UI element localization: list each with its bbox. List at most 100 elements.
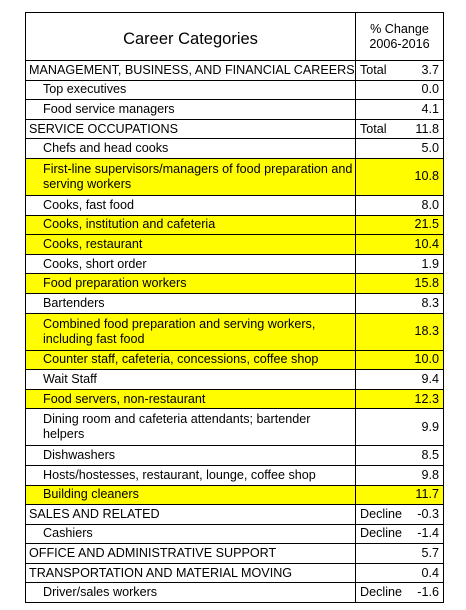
- change-cell: 4.1: [355, 99, 444, 120]
- occupation-row: Top executives 0.0: [25, 79, 444, 101]
- occupation-label: Chefs and head cooks: [25, 138, 356, 159]
- change-cell: 12.3: [355, 388, 444, 410]
- change-value: 0.4: [421, 565, 439, 580]
- occupation-row: Driver/sales workers Decline -1.6: [25, 582, 444, 604]
- change-prefix: Decline: [360, 506, 402, 521]
- change-value: -0.3: [417, 506, 439, 521]
- occupation-label: Combined food preparation and serving wo…: [25, 312, 356, 351]
- change-value: 5.7: [421, 546, 439, 561]
- occupation-row: Cooks, restaurant 10.4: [25, 234, 444, 255]
- category-label: OFFICE AND ADMINISTRATIVE SUPPORT: [25, 543, 356, 564]
- change-cell: 8.5: [355, 445, 444, 466]
- change-value: 18.3: [414, 324, 439, 339]
- occupation-row: Combined food preparation and serving wo…: [25, 312, 444, 351]
- change-prefix: Decline: [360, 526, 402, 541]
- category-row: OFFICE AND ADMINISTRATIVE SUPPORT 5.7: [25, 543, 444, 564]
- change-value: 15.8: [414, 276, 439, 291]
- change-cell: Decline -0.3: [355, 504, 444, 525]
- year-range-label: 2006-2016: [369, 36, 430, 51]
- change-prefix: Total: [360, 62, 387, 77]
- change-value: 10.8: [414, 169, 439, 184]
- occupation-row: Cooks, short order 1.9: [25, 253, 444, 275]
- occupation-row: Chefs and head cooks 5.0: [25, 138, 444, 159]
- occupation-label: Cooks, fast food: [25, 194, 356, 216]
- category-label: TRANSPORTATION AND MATERIAL MOVING: [25, 562, 356, 584]
- occupation-row: Food servers, non-restaurant 12.3: [25, 388, 444, 410]
- change-cell: Decline -1.6: [355, 582, 444, 604]
- change-cell: 10.4: [355, 234, 444, 255]
- change-cell: 9.8: [355, 464, 444, 486]
- change-value: 9.4: [421, 371, 439, 386]
- occupation-label: Bartenders: [25, 292, 356, 314]
- category-row: TRANSPORTATION AND MATERIAL MOVING 0.4: [25, 562, 444, 584]
- category-label: SALES AND RELATED: [25, 504, 356, 525]
- occupation-row: Food preparation workers 15.8: [25, 273, 444, 294]
- occupation-label: Food servers, non-restaurant: [25, 388, 356, 410]
- occupation-row: Counter staff, cafeteria, concessions, c…: [25, 349, 444, 371]
- occupation-row: First-line supervisors/managers of food …: [25, 157, 444, 196]
- occupation-label: Hosts/hostesses, restaurant, lounge, cof…: [25, 464, 356, 486]
- category-row: SERVICE OCCUPATIONS Total 11.8: [25, 118, 444, 140]
- change-cell: 8.0: [355, 194, 444, 216]
- occupation-label: Building cleaners: [25, 484, 356, 506]
- change-prefix: Total: [360, 121, 387, 136]
- change-cell: 21.5: [355, 214, 444, 236]
- occupation-row: Dining room and cafeteria attendants; ba…: [25, 408, 444, 447]
- change-cell: 10.8: [355, 157, 444, 196]
- percent-change-label: % Change: [370, 21, 429, 36]
- change-value: 0.0: [421, 82, 439, 97]
- occupation-row: Bartenders 8.3: [25, 292, 444, 314]
- career-change-table: Career Categories % Change 2006-2016 MAN…: [25, 12, 444, 604]
- occupation-label: Dishwashers: [25, 445, 356, 466]
- change-cell: 0.0: [355, 79, 444, 101]
- change-cell: 18.3: [355, 312, 444, 351]
- change-value: 8.3: [421, 295, 439, 310]
- change-cell: Total 3.7: [355, 60, 444, 81]
- table-header-row: Career Categories % Change 2006-2016: [25, 12, 444, 61]
- change-value: 9.9: [421, 419, 439, 434]
- occupation-label: Wait Staff: [25, 369, 356, 390]
- change-value: 9.8: [421, 467, 439, 482]
- occupation-label: Dining room and cafeteria attendants; ba…: [25, 408, 356, 447]
- category-row: MANAGEMENT, BUSINESS, AND FINANCIAL CARE…: [25, 60, 444, 81]
- change-cell: Total 11.8: [355, 118, 444, 140]
- change-cell: 15.8: [355, 273, 444, 294]
- change-cell: 8.3: [355, 292, 444, 314]
- category-row: SALES AND RELATED Decline -0.3: [25, 504, 444, 525]
- occupation-row: Building cleaners 11.7: [25, 484, 444, 506]
- category-label: MANAGEMENT, BUSINESS, AND FINANCIAL CARE…: [25, 60, 356, 81]
- change-cell: 9.9: [355, 408, 444, 447]
- occupation-row: Wait Staff 9.4: [25, 369, 444, 390]
- change-prefix: Decline: [360, 585, 402, 600]
- change-value: 4.1: [421, 101, 439, 116]
- occupation-label: Cooks, short order: [25, 253, 356, 275]
- change-cell: 9.4: [355, 369, 444, 390]
- change-cell: 11.7: [355, 484, 444, 506]
- change-value: -1.6: [417, 585, 439, 600]
- change-value: 12.3: [414, 391, 439, 406]
- occupation-row: Cashiers Decline -1.4: [25, 523, 444, 545]
- occupation-row: Cooks, institution and cafeteria 21.5: [25, 214, 444, 236]
- occupation-label: Counter staff, cafeteria, concessions, c…: [25, 349, 356, 371]
- career-table-container: Career Categories % Change 2006-2016 MAN…: [25, 12, 444, 604]
- change-value: -1.4: [417, 526, 439, 541]
- change-cell: 10.0: [355, 349, 444, 371]
- occupation-label: Driver/sales workers: [25, 582, 356, 604]
- change-value: 11.7: [415, 487, 439, 502]
- change-cell: 0.4: [355, 562, 444, 584]
- occupation-label: Cooks, institution and cafeteria: [25, 214, 356, 236]
- change-value: 11.8: [415, 121, 439, 136]
- career-categories-header: Career Categories: [25, 12, 356, 61]
- change-value: 5.0: [421, 141, 439, 156]
- category-label: SERVICE OCCUPATIONS: [25, 118, 356, 140]
- change-cell: 5.7: [355, 543, 444, 564]
- occupation-label: Food service managers: [25, 99, 356, 120]
- change-value: 8.5: [421, 448, 439, 463]
- occupation-label: Top executives: [25, 79, 356, 101]
- change-value: 8.0: [421, 197, 439, 212]
- change-value: 10.4: [414, 236, 439, 251]
- change-cell: 1.9: [355, 253, 444, 275]
- occupation-row: Dishwashers 8.5: [25, 445, 444, 466]
- occupation-row: Food service managers 4.1: [25, 99, 444, 120]
- occupation-label: Food preparation workers: [25, 273, 356, 294]
